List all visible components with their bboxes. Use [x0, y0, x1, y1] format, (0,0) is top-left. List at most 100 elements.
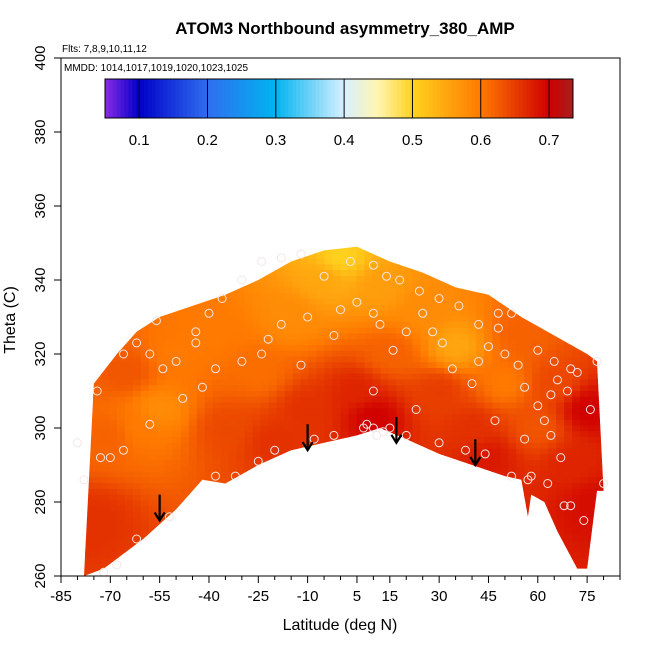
colorbar-segment — [237, 79, 242, 118]
heat-cell — [556, 333, 565, 340]
heat-cell — [532, 264, 541, 271]
heat-cell — [84, 327, 94, 335]
heat-cell — [356, 534, 366, 542]
heat-cell — [180, 523, 190, 530]
heat-cell — [620, 310, 629, 316]
heat-cell — [468, 552, 477, 559]
heat-cell — [204, 471, 214, 478]
heat-cell — [452, 310, 461, 317]
heat-cell — [148, 287, 158, 294]
heat-cell — [100, 431, 110, 438]
heat-cell — [388, 304, 397, 312]
heat-cell — [580, 247, 589, 254]
heat-cell — [228, 281, 238, 288]
heat-cell — [276, 471, 286, 478]
heat-cell — [396, 517, 405, 524]
heat-cell — [564, 247, 573, 254]
heat-cell — [380, 391, 390, 398]
heat-cell — [308, 316, 318, 323]
heat-cell — [516, 252, 525, 260]
heat-cell — [292, 523, 302, 530]
heat-cell — [276, 310, 286, 317]
heat-cell — [260, 339, 270, 346]
heat-cell — [348, 540, 358, 547]
heat-cell — [340, 437, 350, 444]
heat-cell — [460, 552, 469, 559]
heat-cell — [228, 333, 238, 340]
heat-cell — [436, 367, 445, 375]
heat-cell — [340, 534, 350, 542]
observation-point — [385, 423, 395, 433]
heat-cell — [300, 500, 310, 507]
heat-cell — [92, 442, 102, 450]
heat-cell — [84, 293, 86, 300]
heat-cell — [300, 494, 310, 501]
heat-cell — [548, 431, 557, 438]
heat-cell — [396, 454, 405, 461]
heat-cell — [564, 385, 573, 392]
heat-cell — [268, 511, 278, 519]
heat-cell — [444, 356, 453, 363]
heat-cell — [548, 298, 557, 306]
heat-cell — [156, 529, 166, 536]
heat-cell — [364, 523, 374, 530]
heat-cell — [116, 362, 126, 369]
heat-cell — [500, 298, 509, 306]
heat-cell — [116, 540, 126, 547]
heat-cell — [412, 275, 421, 283]
heat-cell — [380, 339, 390, 346]
heat-cell — [61, 558, 70, 564]
heat-cell — [252, 385, 262, 392]
heat-cell — [556, 460, 565, 467]
heat-cell — [492, 293, 501, 300]
heat-cell — [604, 426, 613, 432]
heat-cell — [260, 454, 270, 461]
heat-cell — [92, 448, 102, 455]
heat-cell — [308, 494, 318, 501]
heat-cell — [84, 246, 94, 248]
heat-cell — [228, 465, 238, 473]
heat-cell — [132, 460, 142, 467]
heat-cell — [196, 367, 206, 375]
heat-cell — [412, 287, 421, 294]
heat-cell — [380, 431, 390, 438]
colorbar-segment — [389, 79, 395, 118]
heat-cell — [244, 557, 254, 565]
heat-cell — [244, 246, 254, 248]
heat-cell — [492, 258, 501, 265]
heat-cell — [300, 321, 310, 329]
heat-cell — [228, 275, 238, 283]
heat-cell — [244, 344, 254, 352]
heat-cell — [228, 385, 238, 392]
heat-cell — [245, 236, 254, 242]
heat-cell — [420, 546, 429, 553]
heat-cell — [612, 431, 621, 437]
heat-cell — [356, 523, 366, 530]
colorbar-segment — [393, 79, 398, 118]
heat-cell — [532, 500, 541, 507]
heat-cell — [428, 506, 437, 513]
heat-cell — [580, 414, 589, 421]
heat-cell — [564, 391, 573, 398]
heat-cell — [492, 425, 501, 432]
heat-cell — [380, 494, 390, 501]
heat-cell — [292, 500, 302, 507]
heat-cell — [612, 241, 621, 247]
heat-cell — [564, 252, 573, 260]
heat-cell — [548, 379, 557, 386]
heat-cell — [324, 402, 334, 409]
heat-cell — [500, 236, 509, 242]
heat-cell — [548, 333, 557, 340]
heat-cell — [356, 540, 366, 547]
heat-cell — [84, 465, 86, 473]
heat-cell — [180, 333, 190, 340]
heat-cell — [508, 414, 517, 421]
heat-cell — [212, 454, 222, 461]
heat-cell — [148, 534, 158, 542]
heat-cell — [572, 506, 581, 513]
heat-cell — [340, 460, 350, 467]
heat-cell — [580, 270, 589, 277]
heat-cell — [220, 362, 230, 369]
heat-cell — [220, 281, 230, 288]
heat-cell — [244, 258, 254, 265]
